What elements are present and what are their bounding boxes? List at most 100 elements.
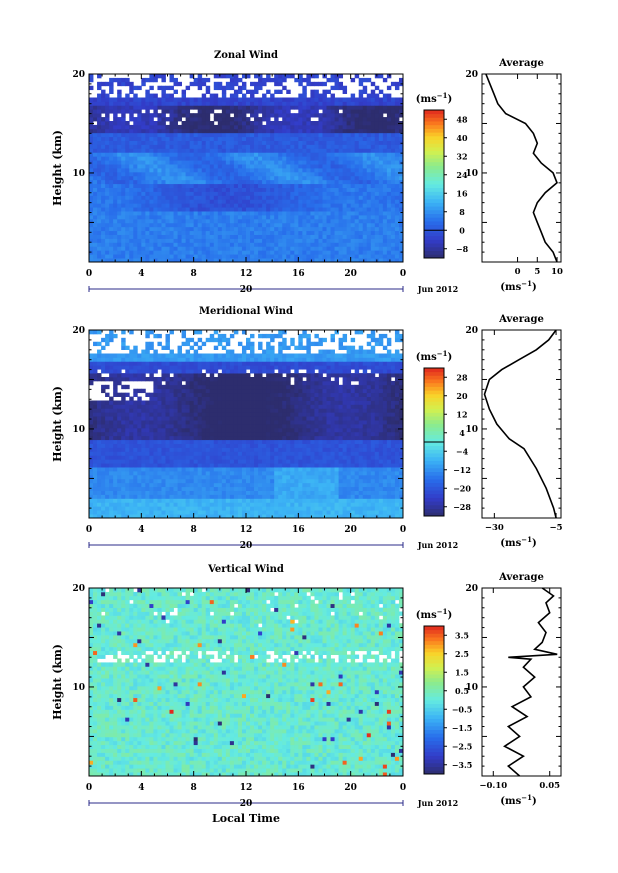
heatmap-cell <box>306 152 311 157</box>
heatmap-cell <box>101 215 106 220</box>
heatmap-cell <box>185 160 191 165</box>
heatmap-cell <box>93 435 98 441</box>
heatmap-cell <box>237 156 243 161</box>
heatmap-cell <box>366 234 372 239</box>
heatmap-cell <box>97 97 102 102</box>
heatmap-cell <box>225 148 231 153</box>
heatmap-cell <box>113 230 118 235</box>
heatmap-cell <box>193 474 199 480</box>
heatmap-cell <box>109 490 114 495</box>
heatmap-cell <box>378 97 384 102</box>
heatmap-cell <box>370 93 376 98</box>
heatmap-cell <box>157 179 162 185</box>
heatmap-cell <box>141 81 146 87</box>
heatmap-cell <box>258 199 263 204</box>
heatmap-cell <box>209 148 215 153</box>
heatmap-cell <box>141 124 146 130</box>
heatmap-cell <box>310 148 315 153</box>
heatmap-cell <box>378 140 384 145</box>
heatmap-cell <box>133 117 138 122</box>
heatmap-cell <box>394 222 400 228</box>
heatmap-cell <box>374 234 380 239</box>
heatmap-cell <box>254 144 259 149</box>
heatmap-cell <box>105 109 110 114</box>
heatmap-cell <box>233 250 239 255</box>
heatmap-cell <box>366 242 372 247</box>
heatmap-cell <box>229 175 235 181</box>
heatmap-cell <box>105 353 110 358</box>
heatmap-cell <box>286 74 291 79</box>
heatmap-cell <box>338 132 344 138</box>
heatmap-cell <box>370 132 376 138</box>
heatmap-cell <box>382 152 388 157</box>
heatmap-cell <box>366 105 372 110</box>
heatmap-cell <box>197 377 203 382</box>
heatmap-cell <box>237 183 243 188</box>
heatmap-cell <box>105 175 110 181</box>
heatmap-cell <box>129 124 134 130</box>
colorbar-swatch <box>424 198 444 203</box>
heatmap-cell <box>137 447 142 452</box>
heatmap-cell <box>302 121 307 126</box>
heatmap-cell <box>189 463 195 468</box>
heatmap-cell <box>97 490 102 495</box>
heatmap-cell <box>237 144 243 149</box>
heatmap-cell <box>197 179 203 185</box>
heatmap-cell <box>157 463 162 468</box>
heatmap-cell <box>149 396 154 401</box>
heatmap-cell <box>362 89 368 94</box>
heatmap-cell <box>189 514 195 519</box>
colorbar-frame <box>423 109 445 259</box>
heatmap-cell <box>282 183 287 188</box>
heatmap-cell <box>362 140 368 145</box>
heatmap-cell <box>173 89 178 94</box>
heatmap-cell <box>258 242 263 247</box>
heatmap-cell <box>141 349 146 354</box>
heatmap-cell <box>101 404 106 409</box>
heatmap-cell <box>254 207 259 212</box>
heatmap-cell <box>193 486 199 491</box>
heatmap-cell <box>185 105 191 110</box>
heatmap-cell <box>161 222 166 228</box>
heatmap-cell <box>113 361 118 366</box>
heatmap-cell <box>366 183 372 188</box>
heatmap-cell <box>350 132 356 138</box>
heatmap-cell <box>213 447 219 452</box>
heatmap-cell <box>105 369 110 374</box>
heatmap-cell <box>193 463 199 468</box>
heatmap-cell <box>246 179 251 185</box>
heatmap-cell <box>145 164 150 169</box>
heatmap-cell <box>390 183 396 188</box>
heatmap-cell <box>221 93 227 98</box>
heatmap-cell <box>105 234 110 239</box>
heatmap-cell <box>370 136 376 141</box>
heatmap-cell <box>149 459 154 464</box>
heatmap-cell <box>354 254 360 259</box>
heatmap-cell <box>93 105 98 110</box>
heatmap-cell <box>101 152 106 157</box>
heatmap-cell <box>93 195 98 200</box>
heatmap-cell <box>105 502 110 507</box>
heatmap-cell <box>133 486 138 491</box>
heatmap-cell <box>241 222 247 228</box>
heatmap-cell <box>141 168 146 173</box>
heatmap-cell <box>185 140 191 145</box>
heatmap-cell <box>161 215 166 220</box>
heatmap-cell <box>334 183 339 188</box>
heatmap-cell <box>318 175 323 181</box>
heatmap-cell <box>290 179 295 185</box>
heatmap-cell <box>189 494 195 499</box>
heatmap-cell <box>109 474 114 480</box>
heatmap-cell <box>213 514 219 519</box>
heatmap-cell <box>97 330 102 335</box>
heatmap-cell <box>213 97 219 102</box>
heatmap-cell <box>390 136 396 141</box>
heatmap-cell <box>109 168 114 173</box>
heatmap-cell <box>266 128 271 134</box>
heatmap-cell <box>306 160 311 165</box>
heatmap-cell <box>370 238 376 243</box>
heatmap-cell <box>189 160 195 165</box>
heatmap-cell <box>153 369 158 374</box>
heatmap-cell <box>342 250 348 255</box>
heatmap-cell <box>310 246 315 251</box>
